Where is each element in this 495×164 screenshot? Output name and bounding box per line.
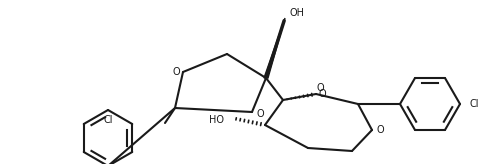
Text: O: O <box>376 125 384 135</box>
Text: Cl: Cl <box>470 99 480 109</box>
Text: O: O <box>318 89 326 99</box>
Text: OH: OH <box>290 8 305 18</box>
Text: O: O <box>172 67 180 77</box>
Polygon shape <box>264 18 285 78</box>
Text: HO: HO <box>209 115 224 125</box>
Text: O: O <box>256 109 264 119</box>
Text: O: O <box>316 83 324 93</box>
Text: Cl: Cl <box>103 115 113 125</box>
